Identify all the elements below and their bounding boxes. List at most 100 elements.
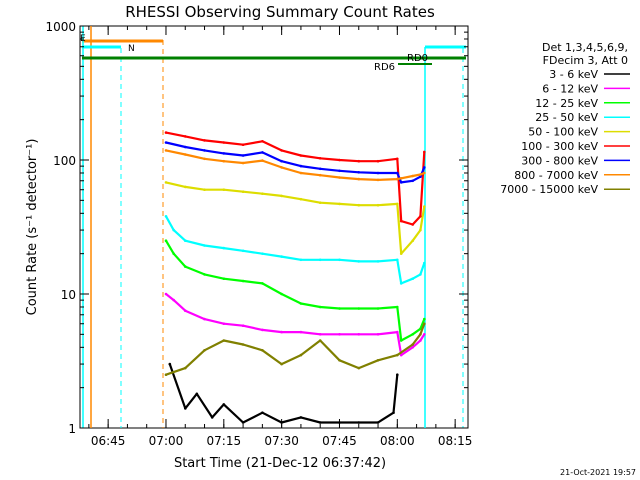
data-point: [299, 197, 303, 201]
legend-header-line2: FDecim 3, Att 0: [543, 54, 628, 67]
data-point: [376, 421, 380, 424]
data-point: [423, 150, 426, 154]
series-6: [164, 141, 426, 184]
data-point: [399, 219, 403, 223]
data-point: [338, 158, 341, 162]
data-point: [280, 194, 283, 198]
data-point: [399, 177, 403, 180]
series-line: [165, 323, 426, 376]
x-tick-label: 07:15: [207, 434, 242, 448]
data-point: [184, 407, 187, 410]
data-point: [184, 309, 187, 313]
data-point: [357, 177, 361, 181]
data-point: [357, 307, 361, 310]
data-point: [261, 140, 264, 143]
x-axis-label: Start Time (21-Dec-12 06:37:42): [174, 456, 386, 471]
data-point: [241, 343, 245, 346]
series-1: [164, 292, 426, 357]
data-point: [172, 228, 175, 232]
data-point: [184, 185, 187, 189]
data-point: [411, 239, 415, 242]
footer-date: 21-Oct-2021 19:57: [560, 468, 636, 477]
data-point: [184, 265, 187, 268]
data-point: [338, 202, 341, 206]
legend-label: 300 - 800 keV: [521, 154, 598, 167]
legend-label: 25 - 50 keV: [535, 111, 598, 124]
plot-frame: [79, 25, 469, 429]
series-7: [164, 149, 426, 182]
data-point: [318, 333, 322, 336]
data-point: [376, 260, 380, 263]
data-point: [411, 277, 415, 281]
data-point: [184, 145, 187, 149]
series-5: [164, 131, 426, 226]
data-point: [222, 246, 226, 250]
chart-title: RHESSI Observing Summary Count Rates: [125, 3, 435, 21]
annotation-rd0: RD0: [407, 53, 428, 64]
data-point: [203, 244, 206, 247]
data-point: [399, 252, 403, 255]
data-point: [318, 339, 322, 342]
data-point: [168, 362, 172, 366]
annotation-n: N: [128, 44, 135, 54]
data-point: [423, 322, 426, 326]
data-point: [261, 151, 264, 154]
data-point: [419, 215, 422, 218]
legend: Det 1,3,4,5,6,9, FDecim 3, Att 0 3 - 6 k…: [500, 41, 630, 196]
data-point: [222, 339, 226, 342]
x-tick-label: 08:00: [380, 434, 415, 448]
data-point: [164, 149, 168, 152]
data-point: [399, 181, 403, 184]
data-point: [299, 416, 303, 419]
data-point: [357, 333, 361, 336]
data-point: [419, 333, 422, 336]
data-point: [423, 205, 426, 208]
data-point: [396, 202, 399, 206]
y-tick-label: 100: [53, 154, 76, 168]
data-point: [261, 349, 264, 352]
legend-label: 50 - 100 keV: [528, 126, 598, 139]
data-point: [338, 169, 341, 173]
data-point: [376, 203, 380, 207]
x-tick-label: 06:45: [91, 434, 126, 448]
data-point: [318, 167, 322, 171]
data-point: [203, 149, 206, 152]
data-point: [423, 317, 426, 321]
series-line: [165, 240, 426, 342]
data-point: [318, 201, 322, 204]
data-point: [357, 159, 361, 163]
series-2: [164, 239, 426, 342]
data-point: [241, 154, 245, 157]
data-point: [299, 353, 303, 357]
data-point: [203, 139, 206, 142]
series-8: [164, 322, 426, 377]
data-point: [318, 305, 322, 309]
data-point: [419, 339, 422, 342]
x-tick-label: 07:00: [149, 434, 184, 448]
data-point: [184, 366, 187, 370]
data-point: [357, 203, 361, 207]
data-point: [318, 258, 322, 262]
data-point: [280, 166, 283, 169]
data-point: [338, 333, 341, 336]
data-point: [164, 141, 168, 144]
data-point: [164, 215, 168, 218]
data-point: [241, 143, 245, 146]
data-point: [222, 322, 226, 326]
data-point: [222, 403, 226, 406]
data-point: [376, 307, 380, 310]
data-point: [280, 149, 283, 152]
data-point: [411, 346, 415, 349]
data-point: [399, 339, 403, 342]
series-line: [165, 293, 426, 357]
data-point: [338, 258, 341, 262]
data-point: [203, 349, 206, 352]
data-point: [241, 161, 245, 165]
data-point: [399, 282, 403, 285]
data-point: [184, 239, 187, 242]
data-point: [184, 135, 187, 138]
x-tick-label: 07:45: [322, 434, 357, 448]
data-point: [357, 366, 361, 370]
data-point: [411, 333, 415, 336]
data-point: [203, 157, 206, 161]
